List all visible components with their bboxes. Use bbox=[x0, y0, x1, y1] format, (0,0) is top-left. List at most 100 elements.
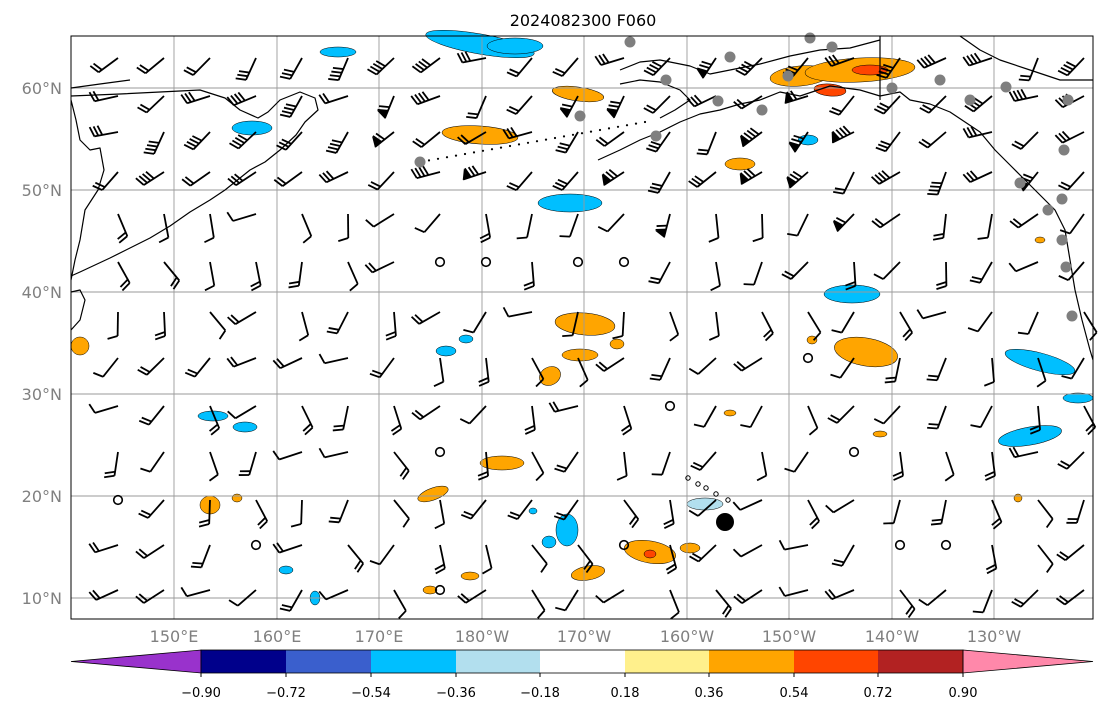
wind-barb bbox=[926, 357, 947, 382]
island bbox=[703, 485, 709, 491]
wind-barb bbox=[732, 544, 763, 558]
station-dot bbox=[804, 32, 816, 44]
map-title: 2024082300 F060 bbox=[510, 11, 657, 30]
wind-barb bbox=[516, 213, 533, 240]
wind-barb bbox=[827, 405, 855, 424]
station-dot bbox=[712, 95, 724, 107]
wind-barb bbox=[873, 95, 901, 115]
wind-barb bbox=[784, 90, 809, 104]
coastline bbox=[959, 35, 1093, 81]
wind-barb bbox=[154, 311, 166, 341]
wind-barb bbox=[88, 125, 119, 138]
wind-barb bbox=[962, 52, 993, 67]
wind-barb bbox=[507, 499, 533, 520]
wind-barb bbox=[984, 451, 996, 481]
wind-barb bbox=[1055, 589, 1085, 606]
storm-center-dot bbox=[716, 513, 734, 531]
wind-barb bbox=[739, 168, 763, 185]
wind-barb bbox=[756, 451, 768, 482]
map-frame bbox=[70, 35, 1094, 620]
wind-barb bbox=[209, 405, 221, 436]
wind-barb bbox=[643, 57, 671, 77]
wind-barb bbox=[434, 544, 446, 575]
wind-barb bbox=[136, 57, 165, 75]
calm-circle bbox=[664, 400, 676, 412]
wind-barb bbox=[208, 451, 219, 482]
wind-barb bbox=[531, 544, 548, 573]
calm-circle bbox=[434, 584, 446, 596]
colorbar-tick-label: −0.18 bbox=[520, 686, 560, 701]
wind-barb bbox=[229, 131, 257, 150]
wind-barb bbox=[735, 57, 763, 76]
wind-barb bbox=[651, 451, 671, 476]
wind-barb bbox=[784, 451, 809, 473]
shaded-region bbox=[834, 336, 898, 368]
wind-barb bbox=[733, 357, 763, 372]
wind-barb bbox=[553, 499, 579, 521]
wind-barb bbox=[871, 213, 901, 229]
shaded-region bbox=[458, 334, 474, 344]
shaded-region bbox=[541, 535, 557, 549]
station-dot bbox=[660, 74, 672, 86]
wind-barbs bbox=[88, 51, 1098, 620]
wind-barb bbox=[524, 405, 536, 435]
wind-barb bbox=[456, 51, 487, 64]
wind-barb bbox=[88, 541, 119, 554]
wind-barb bbox=[696, 131, 717, 156]
calm-circle bbox=[848, 446, 860, 458]
station-dot bbox=[826, 41, 838, 53]
wind-barb bbox=[466, 95, 487, 119]
shaded-region bbox=[679, 542, 701, 554]
station-dot bbox=[1066, 310, 1078, 322]
wind-barb bbox=[272, 450, 303, 461]
wind-barb bbox=[411, 57, 441, 74]
wind-barb bbox=[385, 311, 397, 341]
wind-barb bbox=[183, 57, 211, 76]
island bbox=[463, 152, 467, 156]
wind-barb bbox=[367, 57, 395, 76]
wind-barb bbox=[477, 451, 489, 481]
wind-barb bbox=[180, 586, 211, 598]
wind-barb bbox=[412, 131, 441, 148]
wind-barb bbox=[991, 499, 1003, 530]
wind-barb bbox=[93, 357, 119, 378]
wind-barb bbox=[970, 405, 993, 429]
wind-barb bbox=[972, 589, 993, 614]
station-dot bbox=[1058, 144, 1070, 156]
colorbar-bin bbox=[794, 650, 878, 673]
colorbar-bin bbox=[625, 650, 709, 673]
wind-barb bbox=[807, 405, 819, 436]
island bbox=[625, 124, 629, 127]
wind-barb bbox=[462, 165, 487, 181]
station-dot bbox=[1056, 234, 1068, 246]
wind-barb bbox=[740, 127, 763, 148]
wind-barb bbox=[204, 261, 216, 292]
shaded-region bbox=[551, 85, 605, 103]
shaded-region bbox=[872, 430, 888, 438]
wind-barb bbox=[190, 544, 211, 569]
shaded-region bbox=[319, 46, 357, 58]
wind-barb bbox=[919, 95, 947, 114]
wind-barb bbox=[781, 261, 809, 280]
station-dot bbox=[756, 104, 768, 116]
wind-barb bbox=[883, 499, 901, 525]
wind-barb bbox=[643, 95, 671, 114]
wind-barb bbox=[143, 131, 165, 155]
wind-barb bbox=[932, 213, 947, 241]
wind-barb bbox=[238, 451, 257, 476]
wind-barb bbox=[1058, 261, 1085, 281]
wind-barb bbox=[831, 311, 855, 334]
wind-barb bbox=[606, 95, 625, 119]
wind-barb bbox=[665, 544, 678, 575]
wind-barb bbox=[740, 405, 763, 429]
wind-barb bbox=[552, 171, 579, 191]
wind-barb bbox=[983, 357, 995, 387]
wind-barb bbox=[832, 213, 855, 232]
station-dots bbox=[414, 32, 1078, 531]
station-dot bbox=[414, 156, 426, 168]
lat-label: 10°N bbox=[22, 589, 62, 608]
wind-barb bbox=[733, 95, 763, 110]
wind-barb bbox=[226, 356, 257, 368]
station-dot bbox=[1056, 193, 1068, 205]
wind-barb bbox=[555, 589, 579, 612]
